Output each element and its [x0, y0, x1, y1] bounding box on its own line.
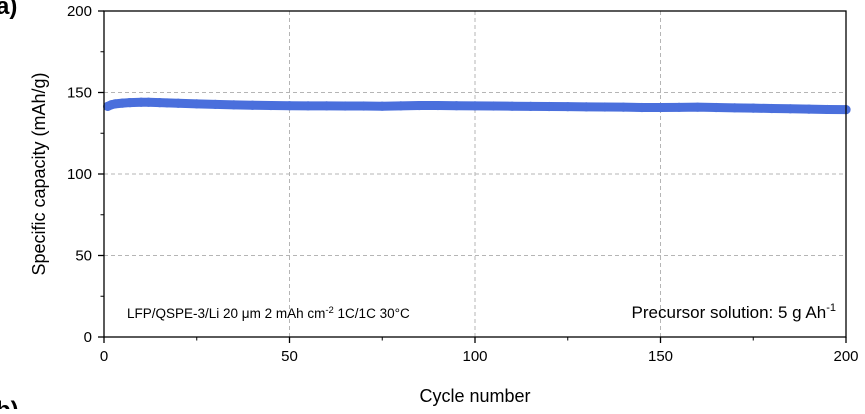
capacity-point [730, 103, 740, 113]
capacity-point [173, 98, 183, 108]
precursor-text: Precursor solution: 5 g Ah [632, 303, 827, 322]
tick-layer: 0 50 100 150 200 0 50 100 150 200 [67, 3, 859, 365]
capacity-point [655, 102, 666, 113]
capacity-point [266, 100, 276, 111]
y-axis-title: Specific capacity (mAh/g) [29, 72, 49, 275]
capacity-point [637, 102, 647, 113]
cell-condition-label: LFP/QSPE-3/Li 20 μm 2 mAh cm-2 1C/1C 30°… [127, 305, 410, 321]
capacity-point [470, 101, 480, 111]
capacity-point [600, 102, 610, 112]
capacity-point [785, 104, 795, 114]
capacity-point [125, 98, 135, 108]
panel-label-b: (b) [0, 397, 19, 409]
y-tick-label: 0 [84, 329, 92, 346]
capacity-point [451, 101, 462, 111]
capacity-point [340, 101, 350, 111]
cell-condition-tail: 1C/1C 30°C [334, 306, 410, 321]
capacity-point [136, 97, 146, 107]
panel-label-a: (a) [0, 0, 17, 20]
capacity-point [229, 100, 239, 110]
capacity-point [117, 98, 128, 108]
capacity-point [247, 100, 257, 110]
capacity-point [581, 102, 591, 112]
cell-condition-text: LFP/QSPE-3/Li 20 μm 2 mAh cm [127, 306, 325, 321]
capacity-point [507, 101, 517, 111]
y-tick-label: 100 [67, 166, 92, 183]
capacity-point [674, 102, 684, 112]
capacity-point [192, 99, 202, 109]
precursor-sup: -1 [826, 302, 836, 314]
capacity-point [210, 99, 220, 109]
capacity-point [155, 98, 165, 108]
y-tick-label: 50 [75, 248, 92, 265]
capacity-point [544, 101, 554, 112]
y-tick-label: 200 [67, 3, 92, 20]
capacity-point [804, 104, 814, 114]
capacity-point [322, 101, 332, 111]
capacity-point [303, 101, 313, 111]
x-tick-label: 200 [833, 348, 858, 365]
capacity-point [162, 98, 172, 108]
capacity-point [526, 101, 536, 111]
capacity-point [396, 101, 406, 111]
capacity-point [693, 102, 703, 112]
x-tick-label: 50 [281, 348, 298, 365]
capacity-point [359, 101, 369, 111]
capacity-point [433, 100, 443, 111]
y-tick-label: 150 [67, 85, 92, 102]
capacity-point [284, 101, 295, 111]
capacity-point [414, 100, 424, 111]
x-tick-label: 150 [648, 348, 673, 365]
capacity-point [822, 104, 833, 115]
cell-condition-sup: -2 [325, 305, 333, 316]
precursor-label: Precursor solution: 5 g Ah-1 [632, 302, 836, 322]
capacity-point [143, 97, 154, 107]
grid-layer [104, 11, 846, 337]
x-tick-label: 100 [462, 348, 487, 365]
x-tick-label: 0 [100, 348, 108, 365]
x-axis-title: Cycle number [419, 386, 530, 406]
capacity-point [563, 102, 573, 112]
capacity-point [748, 103, 758, 113]
capacity-point [377, 101, 387, 111]
capacity-point [110, 99, 120, 109]
capacity-point [488, 101, 499, 111]
capacity-point [618, 102, 629, 112]
capacity-point [767, 103, 777, 114]
data-layer [103, 97, 851, 115]
capacity-point [711, 102, 721, 113]
